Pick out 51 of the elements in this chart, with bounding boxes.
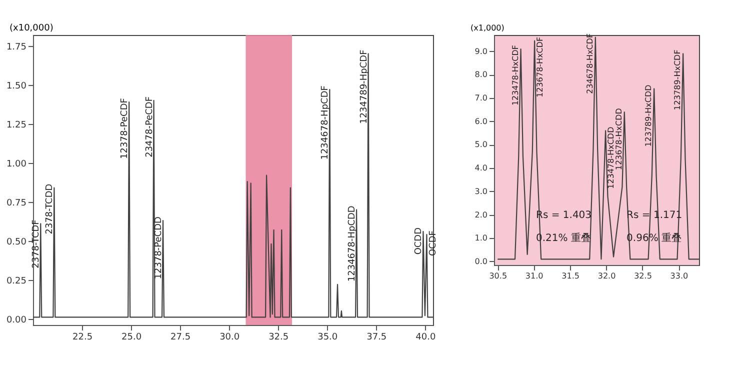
x-tick-label: 30.0: [220, 332, 240, 342]
y-axis-title: (x10,000): [10, 24, 54, 34]
annotation: OCDD: [414, 227, 424, 255]
annotation: 123789-HxCDF: [673, 49, 682, 110]
y-tick-label: 4.0: [474, 164, 488, 173]
x-tick-label: 31.5: [562, 272, 580, 280]
x-tick-label: 33.0: [670, 272, 688, 280]
annotation: OCDF: [428, 230, 439, 256]
x-tick-label: 32.0: [598, 272, 616, 280]
x-tick-label: 32.5: [634, 272, 652, 280]
annotation: 123678-HxCDF: [536, 36, 545, 98]
annotation: 23478-PeCDF: [144, 96, 155, 158]
annotation: 123789-HxCDD: [644, 84, 654, 147]
y-tick-label: 1.50: [6, 81, 27, 92]
y-tick-label: 1.25: [6, 120, 26, 130]
x-tick-label: 30.5: [489, 272, 508, 280]
x-tick-label: 40.0: [416, 332, 436, 342]
y-tick-label: 0.25: [6, 276, 26, 286]
y-tick-label: 9.0: [474, 46, 488, 56]
x-tick-label: 27.5: [170, 332, 191, 342]
y-tick-label: 3.0: [474, 186, 488, 196]
y-tick-label: 0.50: [6, 237, 27, 248]
annotation: 123678-HxCDD: [614, 108, 624, 170]
annotation: 12378-PeCDF: [120, 98, 130, 159]
y-tick-label: 7.0: [474, 94, 488, 103]
y-tick-label: 2.0: [474, 210, 488, 220]
annotation: 2378-TCDF: [32, 220, 42, 268]
x-tick-label: 25.0: [122, 332, 142, 342]
y-tick-label: 0.0: [474, 256, 488, 266]
y-tick-label: 0.00: [6, 315, 27, 326]
annotation: 1234678-HpCDF: [320, 86, 331, 160]
annotation: 123478-HxCDD: [606, 126, 616, 189]
annotation: 123478-HxCDF: [510, 44, 520, 106]
y-tick-label: 5.0: [474, 140, 488, 150]
annotation: 2378-TCDD: [45, 184, 56, 234]
y-tick-label: 6.0: [474, 116, 488, 126]
x-tick-label: 35.0: [318, 332, 338, 342]
x-tick-label: 37.5: [366, 332, 387, 342]
annotation: 1234678-HpCDD: [348, 206, 358, 282]
y-tick-label: 0.75: [6, 198, 26, 208]
annotation: 1234789-HpCDF: [359, 50, 370, 124]
x-tick-label: 31.0: [525, 272, 544, 280]
y-tick-label: 1.0: [474, 234, 488, 243]
annotation: 234678-HxCDF: [585, 32, 594, 94]
y-tick-label: 1.00: [6, 159, 27, 170]
y-tick-label: 8.0: [474, 70, 488, 80]
annotation: 12378-PeCDD: [154, 216, 164, 280]
x-tick-label: 32.5: [268, 332, 289, 342]
y-tick-label: 1.75: [6, 42, 26, 52]
y-axis-title: (x1,000): [470, 24, 504, 32]
x-tick-label: 22.5: [72, 332, 93, 342]
